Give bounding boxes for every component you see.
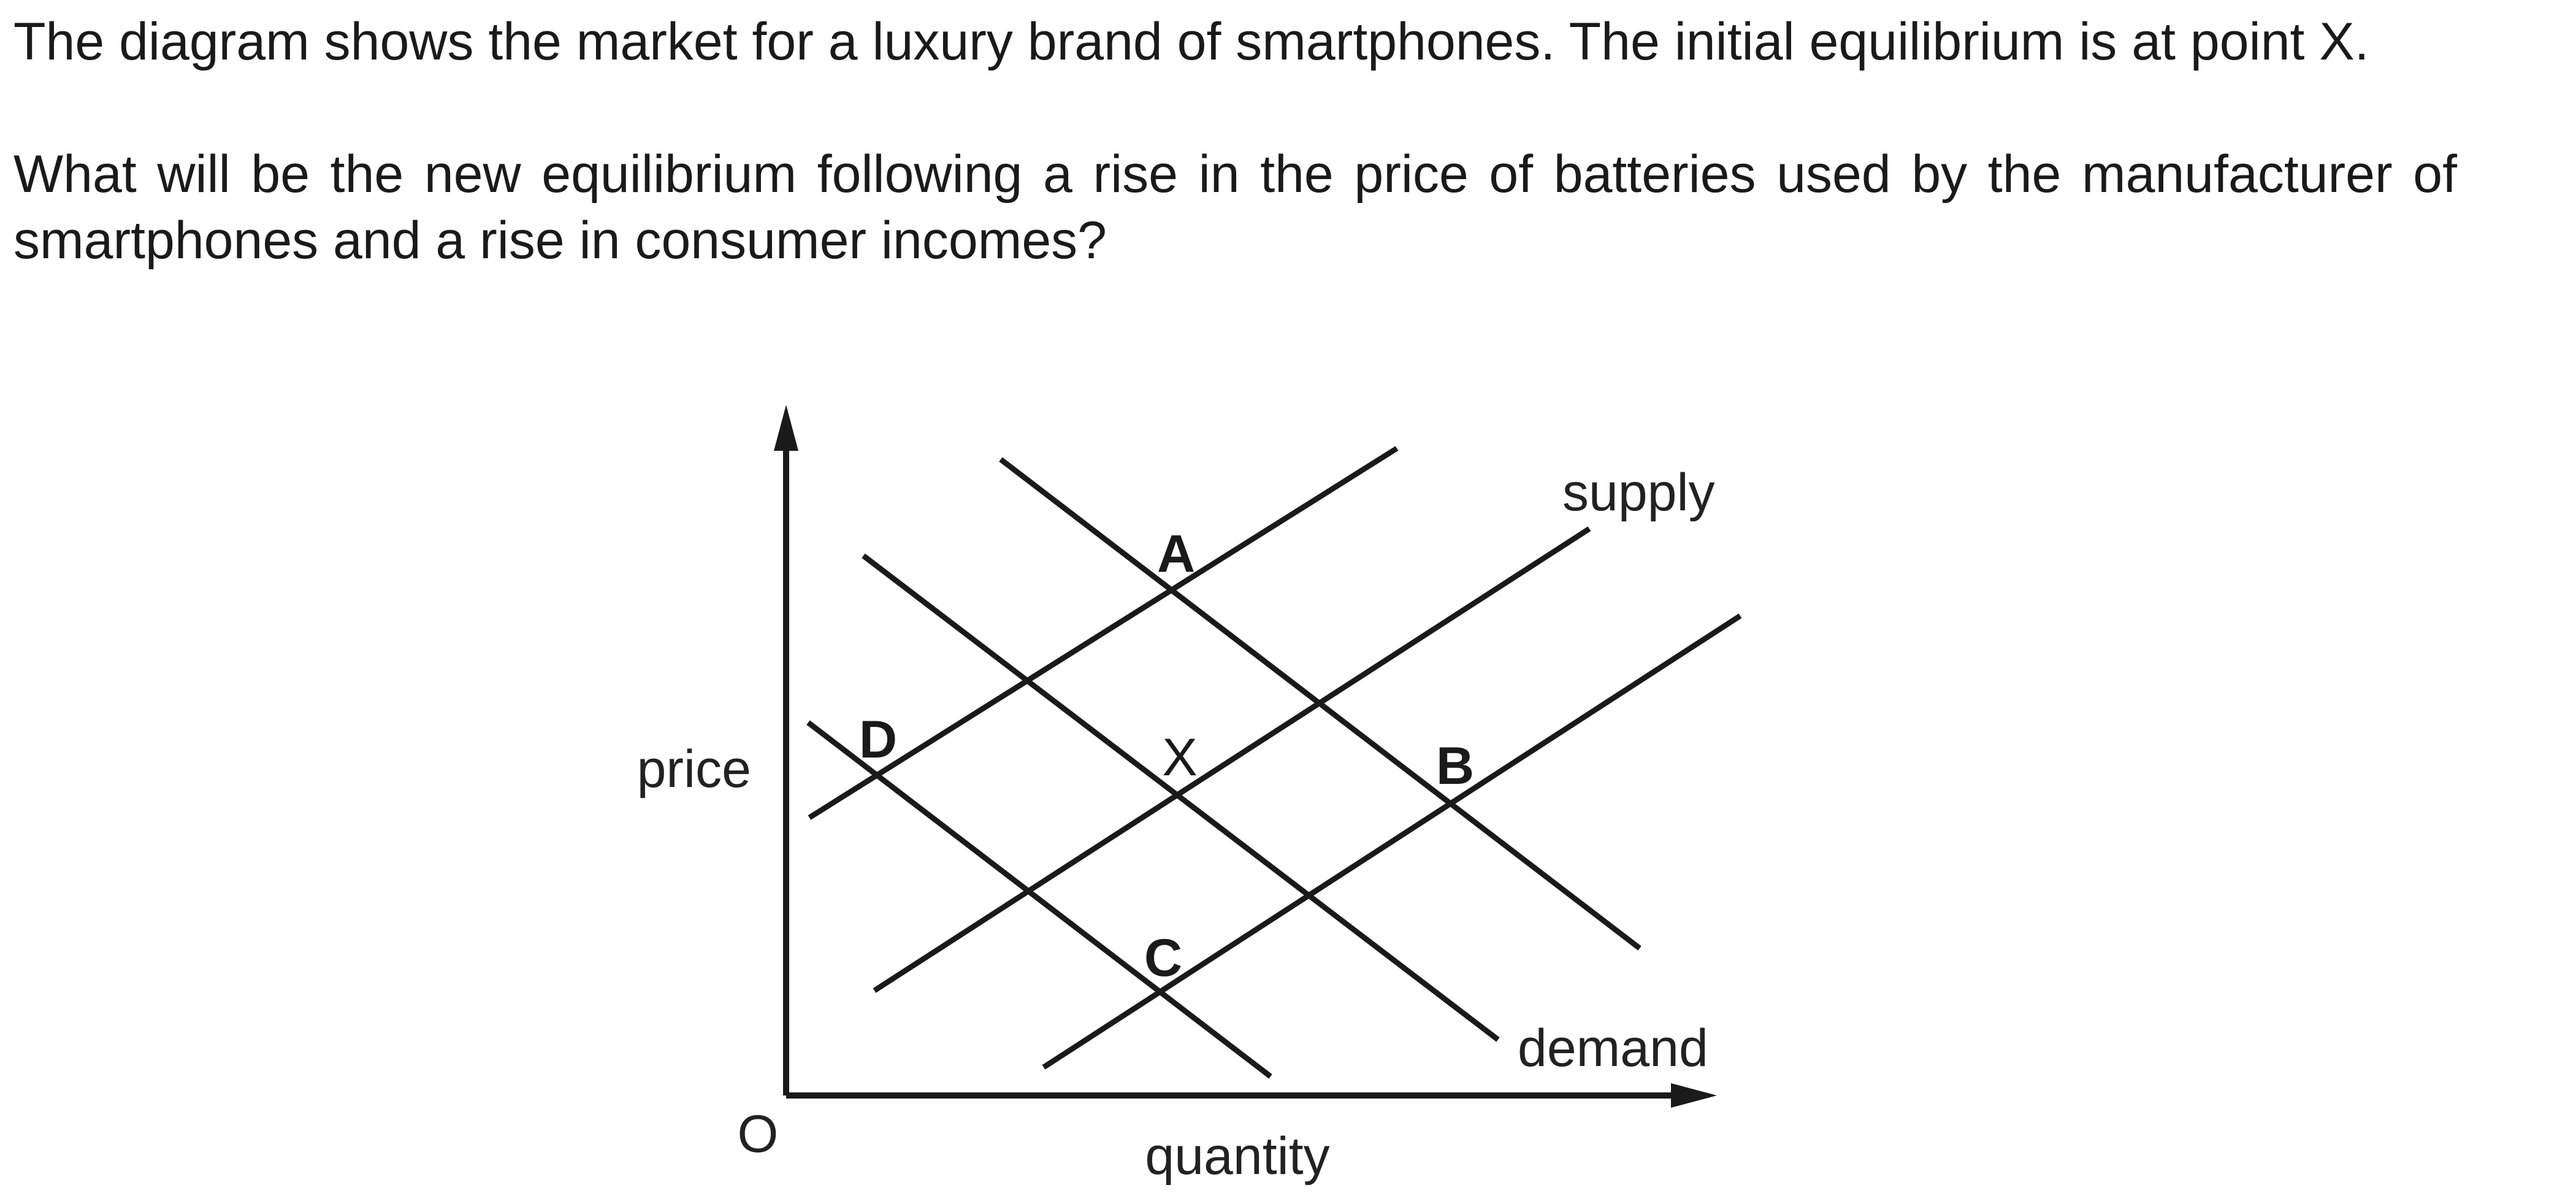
question-paragraph-2: What will be the new equilibrium followi…: [13, 145, 2457, 270]
y-axis-label: price: [637, 740, 751, 799]
supply-label: supply: [1562, 463, 1715, 522]
y-axis-arrowhead: [774, 405, 798, 451]
x-axis-arrowhead: [1671, 1083, 1717, 1108]
origin-label: O: [738, 1105, 779, 1164]
point-d-label: D: [859, 710, 897, 769]
demand-curve-right: [999, 457, 1642, 951]
supply-curve-left: [808, 446, 1399, 820]
demand-curve-original: [862, 553, 1500, 1042]
point-c-label: C: [1144, 929, 1182, 988]
demand-curve-left: [806, 720, 1272, 1079]
supply-curve-right: [1042, 613, 1742, 1070]
x-axis-label: quantity: [1145, 1127, 1329, 1186]
supply-curve-original: [873, 526, 1591, 993]
point-a-label: A: [1157, 524, 1195, 583]
point-b-label: B: [1436, 737, 1474, 796]
point-x-label: X: [1162, 728, 1197, 787]
question-paragraph-1: The diagram shows the market for a luxur…: [13, 12, 2369, 71]
demand-label: demand: [1518, 1019, 1708, 1078]
question-text: The diagram shows the market for a luxur…: [13, 9, 2457, 274]
